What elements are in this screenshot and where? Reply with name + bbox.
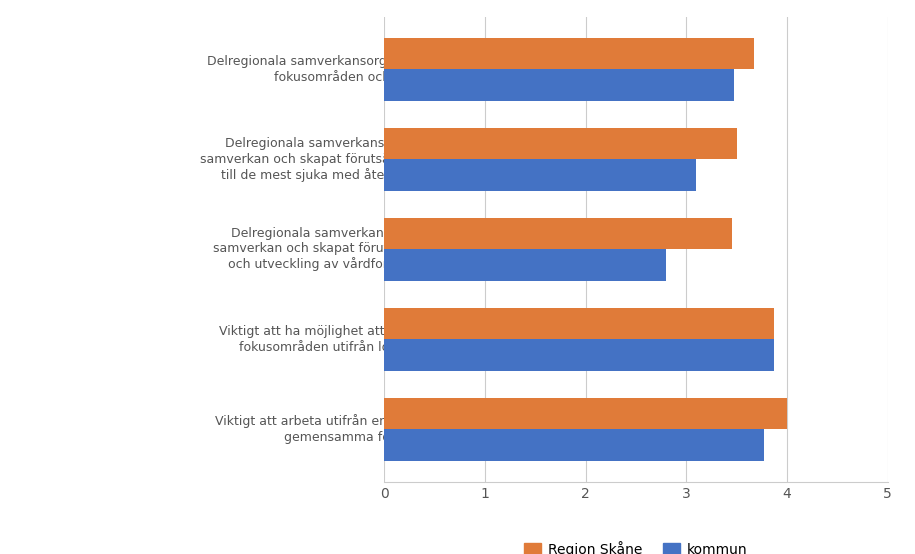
Bar bbox=[384, 160, 696, 191]
Bar bbox=[384, 398, 787, 429]
Bar bbox=[384, 429, 764, 461]
Bar bbox=[384, 218, 732, 249]
Bar bbox=[384, 339, 774, 371]
Bar bbox=[384, 308, 774, 339]
Legend: Region Skåne, kommun: Region Skåne, kommun bbox=[519, 536, 753, 554]
Bar bbox=[384, 38, 754, 69]
Bar bbox=[384, 128, 737, 160]
Bar bbox=[384, 69, 734, 101]
Bar bbox=[384, 249, 666, 281]
